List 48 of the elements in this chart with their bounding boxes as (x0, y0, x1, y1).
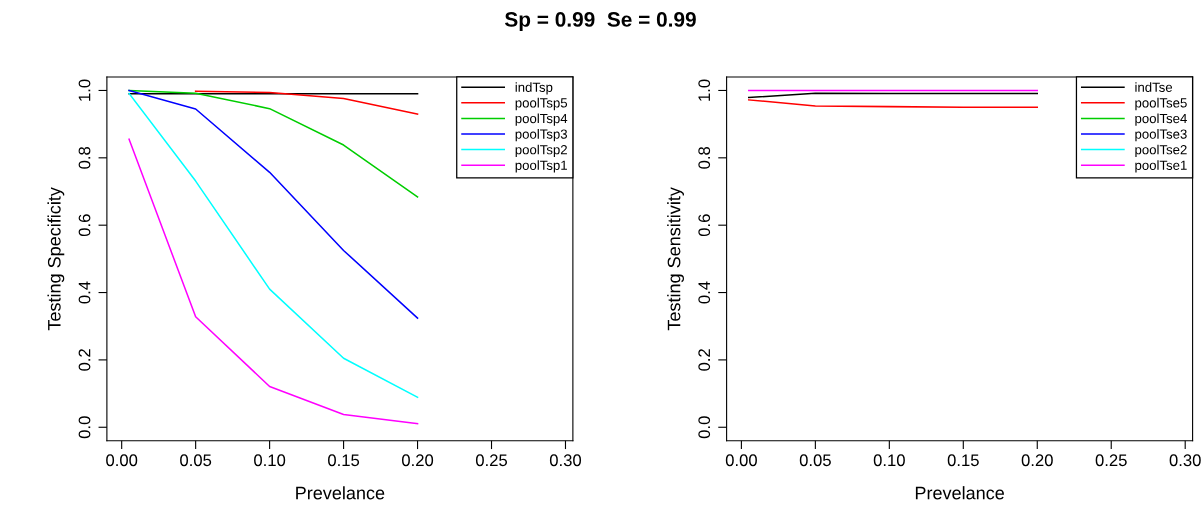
x-tick-label: 0.00 (725, 454, 757, 467)
x-axis-title: Prevelance (915, 486, 1004, 500)
y-tick-label: 0.0 (78, 416, 91, 439)
y-tick-label: 0.0 (698, 416, 711, 439)
x-tick-label: 0.25 (475, 454, 508, 467)
legend-label: poolTsp3 (515, 129, 568, 142)
y-tick-label: 1.0 (78, 79, 91, 101)
y-tick-label: 0.6 (698, 214, 711, 237)
chart-title: Sp = 0.99 Se = 0.99 (504, 12, 696, 31)
x-tick-label: 0.20 (401, 454, 434, 467)
line-series (194, 90, 419, 115)
y-tick-label: 0.6 (78, 214, 91, 237)
x-tick-label: 0.10 (873, 454, 905, 467)
x-tick-label: 0.30 (549, 454, 582, 467)
y-tick-label: 0.8 (78, 146, 91, 169)
y-axis-title: Testing Specificity (47, 187, 65, 331)
x-tick-label: 0.00 (106, 454, 138, 467)
x-tick-label: 0.15 (328, 454, 360, 467)
legend-label: poolTsp2 (515, 144, 567, 157)
y-tick-label: 0.8 (698, 146, 711, 169)
legend-label: poolTse5 (1135, 97, 1187, 111)
line-series (128, 138, 419, 425)
y-axis-title: Testing Sensitivity (667, 187, 684, 331)
line-series (128, 92, 419, 399)
legend-label: poolTsp4 (515, 113, 568, 126)
legend-label: indTse (1135, 82, 1173, 92)
legend-label: poolTse3 (1135, 129, 1187, 142)
legend-label: poolTse4 (1135, 113, 1187, 126)
x-tick-label: 0.10 (254, 454, 286, 467)
x-tick-label: 0.20 (1021, 454, 1053, 467)
legend-label: poolTse1 (1135, 160, 1187, 173)
x-axis-title: Prevelance (296, 486, 385, 500)
legend-label: poolTse2 (1135, 144, 1187, 157)
y-tick-label: 1.0 (698, 79, 711, 101)
legend-label: indTsp (515, 82, 553, 95)
x-tick-label: 0.15 (947, 454, 979, 467)
y-tick-label: 0.4 (78, 281, 91, 304)
y-tick-label: 0.4 (698, 281, 711, 304)
x-tick-label: 0.30 (1169, 454, 1201, 467)
x-tick-label: 0.05 (180, 454, 212, 467)
legend-label: poolTsp1 (515, 160, 567, 173)
line-series (748, 99, 1039, 109)
x-tick-label: 0.05 (799, 454, 831, 467)
x-tick-label: 0.25 (1095, 454, 1127, 467)
line-series (128, 89, 419, 319)
legend-label: poolTsp5 (515, 97, 568, 111)
y-tick-label: 0.2 (78, 349, 91, 371)
y-tick-label: 0.2 (698, 349, 711, 371)
